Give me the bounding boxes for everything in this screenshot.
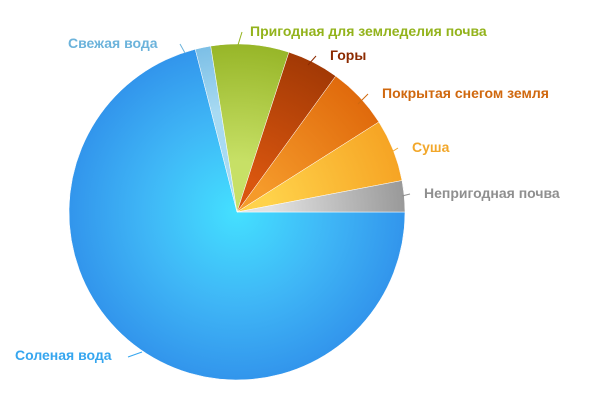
leader-line-fresh-water	[179, 43, 186, 54]
leader-line-arable-soil	[237, 31, 243, 46]
pie-slice-salt-water	[68, 48, 406, 381]
slice-label-mountains: Горы	[330, 47, 366, 63]
slice-label-unusable-soil: Непригодная почва	[424, 185, 560, 201]
slice-label-salt-water: Соленая вода	[15, 347, 112, 363]
slice-label-land: Суша	[412, 139, 450, 155]
leader-line-salt-water	[127, 351, 143, 358]
slice-label-snow-covered-land: Покрытая снегом земля	[382, 85, 549, 101]
slice-label-fresh-water: Свежая вода	[68, 35, 158, 51]
slice-label-arable-soil: Пригодная для земледелия почва	[250, 23, 487, 39]
leader-line-snow-covered-land	[357, 93, 369, 105]
leader-line-mountains	[307, 55, 317, 66]
leader-line-land	[389, 147, 399, 154]
leader-line-unusable-soil	[401, 193, 411, 197]
pie-slice-unusable-soil	[236, 180, 406, 213]
